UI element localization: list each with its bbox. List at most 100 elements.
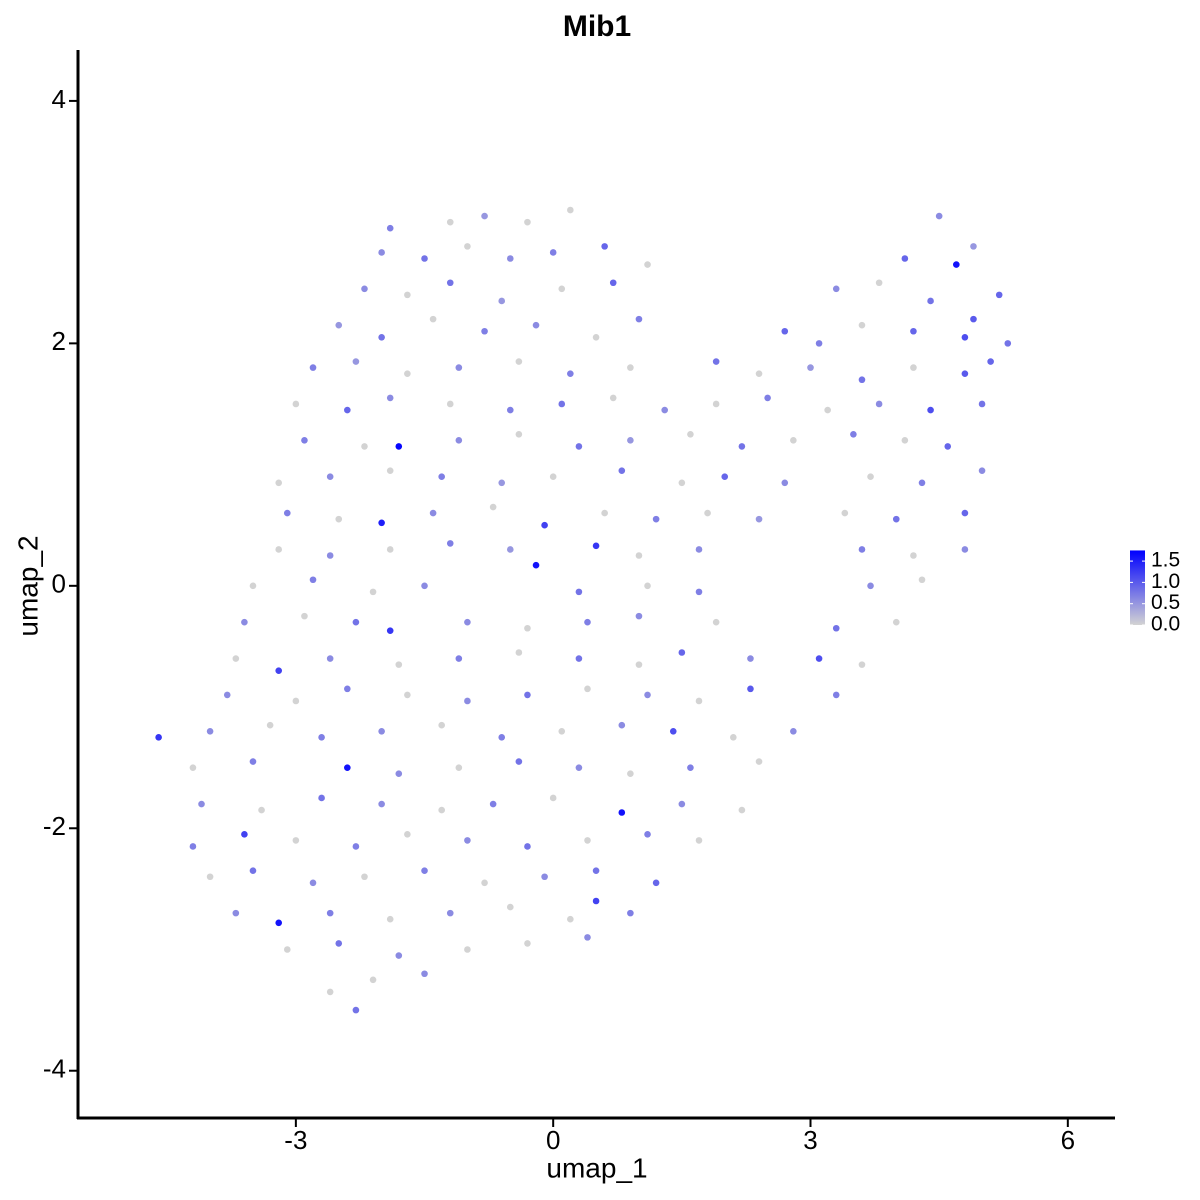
point	[601, 243, 608, 250]
point	[326, 655, 334, 662]
point	[781, 479, 789, 487]
point	[369, 588, 377, 596]
point	[275, 667, 283, 674]
point	[515, 430, 523, 438]
point	[575, 764, 583, 771]
point	[832, 624, 840, 632]
point	[695, 588, 703, 596]
point	[549, 794, 557, 802]
point	[755, 758, 763, 765]
point	[858, 546, 866, 553]
point	[695, 837, 703, 844]
point	[455, 764, 463, 771]
point	[155, 734, 162, 741]
point	[464, 618, 471, 626]
point	[807, 364, 814, 371]
point	[404, 691, 411, 699]
point	[584, 837, 591, 844]
point	[592, 897, 600, 905]
point	[498, 297, 506, 305]
point	[678, 479, 686, 487]
point	[781, 327, 789, 335]
point	[326, 909, 334, 917]
point	[206, 873, 214, 881]
point	[378, 800, 385, 808]
point	[249, 582, 257, 590]
point	[755, 370, 763, 377]
point	[464, 946, 471, 953]
colorbar-tick-label: 1.5	[1151, 549, 1180, 572]
point	[301, 437, 308, 444]
y-tick-label: 2	[52, 326, 66, 356]
point	[446, 909, 454, 917]
point	[592, 334, 600, 341]
point	[395, 443, 403, 450]
point	[618, 809, 626, 816]
point	[369, 976, 377, 984]
point	[378, 334, 385, 341]
point	[858, 376, 866, 384]
point	[601, 509, 608, 517]
point	[386, 627, 394, 634]
point	[687, 430, 694, 438]
point	[429, 315, 437, 323]
colorbar	[1130, 550, 1145, 625]
point	[404, 370, 411, 377]
point	[292, 697, 300, 705]
point	[344, 764, 351, 771]
point	[352, 618, 360, 626]
point	[635, 315, 643, 323]
point	[515, 649, 523, 656]
point	[404, 831, 411, 838]
colorbar-tick-label: 0.0	[1151, 613, 1180, 636]
point	[464, 837, 471, 844]
point	[326, 552, 334, 559]
point	[730, 734, 737, 741]
point	[567, 915, 574, 923]
point	[532, 321, 540, 329]
point	[875, 400, 883, 408]
point	[481, 212, 488, 220]
point	[635, 661, 643, 668]
point	[961, 334, 969, 341]
point	[309, 879, 317, 887]
point	[815, 655, 823, 662]
point	[738, 806, 746, 814]
point	[584, 685, 591, 693]
point	[944, 443, 952, 450]
point	[575, 655, 583, 662]
point	[223, 691, 231, 699]
point	[558, 285, 566, 293]
point	[326, 473, 334, 481]
point	[266, 721, 274, 729]
point	[678, 800, 686, 808]
point	[824, 406, 831, 414]
point	[850, 430, 857, 438]
point	[524, 940, 531, 947]
point	[584, 618, 591, 626]
point	[592, 542, 600, 550]
point	[446, 279, 454, 287]
point	[644, 831, 651, 838]
point	[249, 867, 257, 874]
point	[515, 358, 523, 365]
y-tick-label: 4	[52, 84, 66, 114]
point	[361, 285, 368, 293]
point	[241, 831, 248, 838]
point	[446, 218, 454, 226]
point	[627, 909, 634, 917]
point	[498, 479, 506, 487]
point	[446, 540, 454, 547]
point	[738, 443, 746, 450]
point	[198, 800, 205, 808]
point	[609, 279, 617, 287]
point	[575, 588, 583, 596]
point	[378, 519, 385, 527]
point	[961, 370, 969, 377]
point	[541, 521, 548, 529]
point	[506, 406, 514, 414]
point	[301, 612, 308, 620]
point	[283, 946, 291, 953]
point	[241, 618, 248, 626]
